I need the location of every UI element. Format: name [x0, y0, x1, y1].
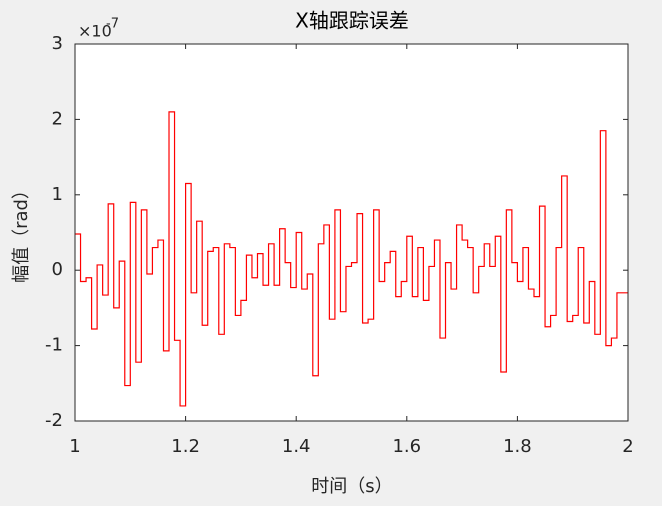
x-tick-label: 2	[622, 436, 633, 457]
x-tick-label: 1.6	[392, 436, 421, 457]
y-tick-label: 0	[52, 259, 63, 280]
x-tick-label: 1.2	[171, 436, 200, 457]
y-axis-label: 幅值（rad）	[11, 181, 32, 283]
step-line	[75, 111, 628, 407]
chart-title: X轴跟踪误差	[295, 9, 409, 33]
y-exponent: -7	[106, 17, 119, 32]
y-tick-label: -1	[45, 335, 63, 356]
x-tick-label: 1.4	[282, 436, 311, 457]
x-axis-label: 时间（s）	[311, 476, 392, 497]
y-tick-label: 3	[52, 33, 63, 54]
y-multiplier: ×10	[78, 22, 112, 41]
y-tick-label: 1	[52, 184, 63, 205]
axes-box	[74, 43, 629, 422]
x-tick-label: 1.8	[503, 436, 532, 457]
y-tick-label: 2	[52, 108, 63, 129]
x-tick-label: 1	[69, 436, 80, 457]
plot-area	[75, 44, 628, 421]
y-tick-label: -2	[45, 410, 63, 431]
